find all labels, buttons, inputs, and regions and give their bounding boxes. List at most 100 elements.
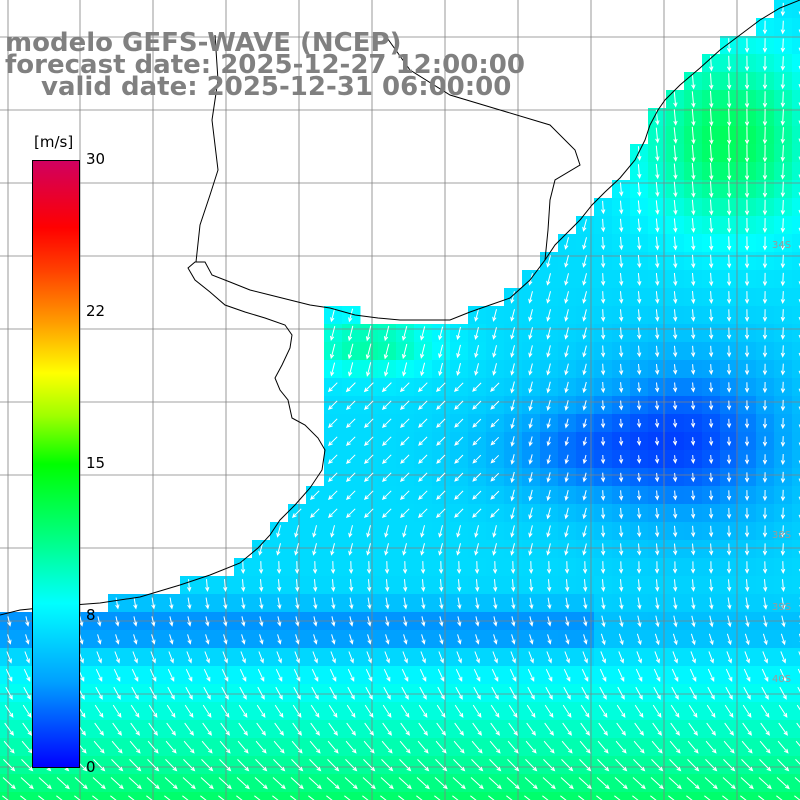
wind-arrow	[600, 472, 606, 483]
colorbar-tick-0: 0	[86, 758, 96, 776]
wind-arrow	[275, 668, 283, 682]
wind-arrow	[94, 704, 104, 718]
wind-arrow	[384, 362, 390, 377]
wind-arrow	[600, 345, 606, 358]
wind-cell	[612, 792, 631, 800]
wind-arrow	[418, 436, 428, 446]
wind-arrow	[510, 489, 515, 502]
wind-arrow	[744, 454, 750, 465]
wind-arrow	[618, 418, 624, 429]
wind-arrow	[691, 163, 696, 181]
wind-arrow	[92, 795, 99, 800]
wind-arrow	[727, 162, 732, 181]
wind-arrow	[596, 777, 610, 790]
wind-arrow	[403, 579, 408, 592]
wind-arrow	[167, 668, 175, 682]
wind-arrow	[349, 616, 354, 627]
wind-arrow	[255, 759, 268, 772]
wind-arrow	[438, 344, 444, 359]
wind-arrow	[222, 651, 228, 664]
wind-arrow	[22, 722, 32, 736]
wind-arrow	[761, 686, 769, 700]
wind-arrow	[327, 436, 338, 447]
wind-arrow	[470, 795, 477, 800]
wind-arrow	[310, 704, 320, 718]
wind-arrow	[691, 254, 696, 269]
wind-arrow	[546, 507, 551, 520]
wind-arrow	[564, 291, 569, 304]
wind-arrow	[185, 686, 193, 700]
wind-arrow	[200, 777, 214, 790]
wind-arrow	[579, 759, 592, 772]
wind-arrow	[510, 454, 515, 465]
wind-arrow	[708, 254, 714, 269]
wind-arrow	[312, 543, 317, 556]
wind-arrow	[690, 345, 696, 358]
wind-arrow	[294, 561, 300, 575]
wind-arrow	[655, 145, 660, 162]
wind-arrow	[419, 686, 427, 700]
wind-arrow	[690, 472, 696, 483]
wind-arrow	[762, 381, 768, 394]
wind-arrow	[295, 579, 300, 592]
wind-arrow	[727, 144, 732, 163]
wind-arrow	[654, 455, 660, 464]
wind-cell	[792, 756, 800, 775]
wind-arrow	[96, 651, 102, 664]
wind-arrow	[780, 381, 786, 394]
wind-arrow	[582, 454, 587, 465]
wind-arrow	[744, 418, 750, 429]
wind-arrow	[438, 543, 443, 556]
wind-arrow	[365, 668, 373, 682]
wind-cell	[792, 558, 800, 577]
wind-arrow	[97, 616, 102, 627]
wind-arrow	[384, 543, 389, 556]
wind-arrow	[780, 436, 786, 448]
wind-arrow	[277, 616, 282, 627]
wind-arrow	[744, 382, 750, 393]
wind-arrow	[618, 309, 624, 322]
wind-cell	[792, 18, 800, 37]
wind-arrow	[726, 418, 732, 429]
wind-arrow	[475, 616, 480, 627]
wind-arrow	[277, 597, 282, 610]
wind-arrow	[241, 616, 246, 627]
wind-cell	[342, 792, 361, 800]
wind-cell	[792, 774, 800, 793]
wind-arrow	[654, 651, 660, 664]
wind-arrow	[691, 597, 696, 610]
wind-arrow	[704, 795, 711, 800]
wind-cell	[792, 540, 800, 559]
wind-arrow	[383, 668, 391, 682]
wind-arrow	[202, 722, 212, 736]
wind-arrow	[272, 795, 279, 800]
wind-arrow	[600, 381, 606, 394]
wind-arrow	[381, 436, 392, 447]
wind-arrow	[740, 777, 754, 790]
wind-arrow	[705, 759, 718, 772]
wind-arrow	[564, 327, 569, 340]
wind-arrow	[528, 651, 534, 664]
wind-arrow	[491, 686, 499, 700]
wind-arrow	[762, 91, 768, 108]
wind-arrow	[454, 722, 464, 736]
wind-arrow	[654, 525, 660, 538]
wind-arrow	[455, 686, 463, 700]
wind-arrow	[365, 686, 373, 700]
wind-arrow	[421, 616, 426, 627]
wind-arrow	[327, 490, 338, 501]
wind-arrow	[780, 127, 785, 144]
wind-arrow	[670, 704, 680, 718]
wind-arrow	[780, 145, 785, 162]
wind-arrow	[655, 200, 660, 215]
wind-arrow	[205, 616, 210, 627]
wind-arrow	[778, 704, 788, 718]
wind-arrow	[112, 722, 122, 736]
wind-arrow	[722, 777, 736, 790]
wind-arrow	[417, 740, 429, 754]
wind-arrow	[562, 722, 572, 736]
wind-cell	[756, 792, 775, 800]
wind-arrow	[221, 686, 229, 700]
wind-arrow	[583, 634, 588, 645]
wind-arrow	[398, 777, 412, 790]
